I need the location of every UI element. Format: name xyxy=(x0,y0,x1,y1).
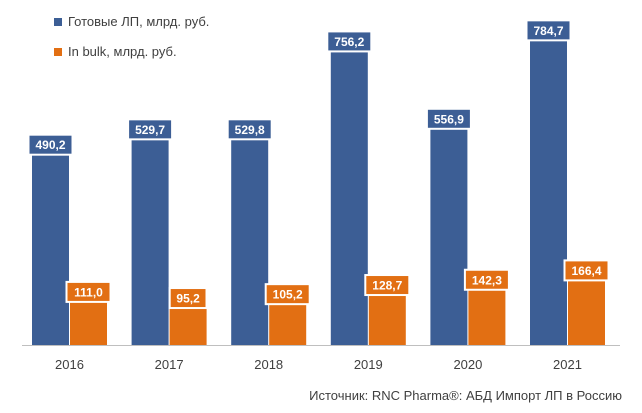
bar-bulk-2018 xyxy=(269,304,307,345)
data-label-ready-2016: 490,2 xyxy=(35,138,65,152)
bar-ready-2021 xyxy=(530,40,567,345)
data-label-box-bulk-2020 xyxy=(463,268,510,291)
bar-bulk-2019 xyxy=(368,295,406,345)
data-label-box-bulk-2017 xyxy=(168,287,208,310)
data-label-bulk-2020: 142,3 xyxy=(472,273,502,287)
x-tick-label-2021: 2021 xyxy=(553,357,582,372)
x-tick-label-2019: 2019 xyxy=(354,357,383,372)
data-label-ready-2019: 756,2 xyxy=(334,35,364,49)
legend-entry-bulk: In bulk, млрд. руб. xyxy=(54,44,177,59)
data-label-bulk-2019: 128,7 xyxy=(372,279,402,293)
x-tick-label-2020: 2020 xyxy=(453,357,482,372)
legend-swatch-ready xyxy=(54,17,62,26)
data-label-box-ready-2020 xyxy=(425,107,472,130)
bar-bulk-2017 xyxy=(169,308,207,345)
data-label-box-bulk-2021 xyxy=(563,259,610,282)
bar-bulk-2016 xyxy=(70,301,107,345)
data-label-box-bulk-2018 xyxy=(264,283,311,306)
data-label-bulk-2021: 166,4 xyxy=(571,264,601,278)
data-label-ready-2017: 529,7 xyxy=(135,123,165,137)
x-tick-label-2017: 2017 xyxy=(155,357,184,372)
legend-label-bulk: In bulk, млрд. руб. xyxy=(68,44,177,59)
legend-swatch-bulk xyxy=(54,47,62,56)
legend-label-ready: Готовые ЛП, млрд. руб. xyxy=(68,14,210,29)
bar-ready-2017 xyxy=(131,139,169,345)
bar-ready-2020 xyxy=(430,128,468,345)
bar-ready-2019 xyxy=(330,51,368,345)
bar-bulk-2021 xyxy=(568,280,605,345)
data-label-bulk-2018: 105,2 xyxy=(273,288,303,302)
bar-ready-2018 xyxy=(231,139,269,345)
source-note: Источник: RNC Pharma®: АБД Импорт ЛП в Р… xyxy=(309,388,622,403)
data-label-box-bulk-2019 xyxy=(364,274,411,297)
x-tick-label-2018: 2018 xyxy=(254,357,283,372)
data-label-ready-2021: 784,7 xyxy=(533,24,563,38)
bar-bulk-2020 xyxy=(468,289,506,345)
data-label-box-ready-2018 xyxy=(226,118,273,141)
data-label-bulk-2016: 111,0 xyxy=(74,285,103,299)
data-label-bulk-2017: 95,2 xyxy=(176,292,200,306)
data-label-ready-2018: 529,8 xyxy=(235,123,265,137)
legend-entry-ready: Готовые ЛП, млрд. руб. xyxy=(54,14,209,29)
data-label-box-ready-2019 xyxy=(326,30,373,53)
data-label-box-ready-2017 xyxy=(127,118,174,141)
data-label-ready-2020: 556,9 xyxy=(434,112,464,126)
data-label-box-bulk-2016 xyxy=(65,280,112,303)
data-label-box-ready-2021 xyxy=(525,19,572,42)
x-tick-label-2016: 2016 xyxy=(55,357,84,372)
data-label-box-ready-2016 xyxy=(27,133,74,156)
bar-ready-2016 xyxy=(32,154,69,345)
